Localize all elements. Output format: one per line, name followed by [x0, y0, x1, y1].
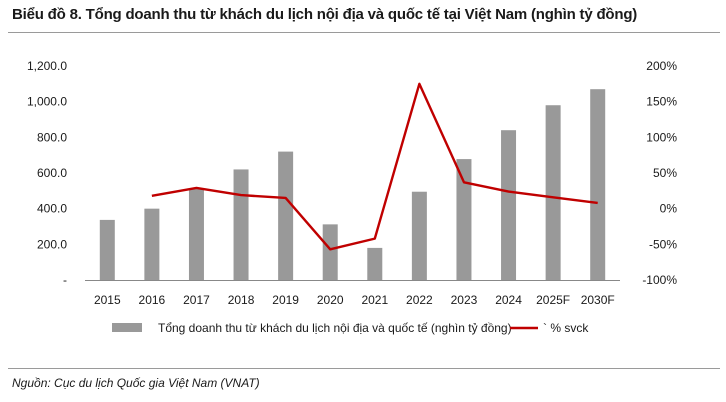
source-note: Nguồn: Cục du lịch Quốc gia Việt Nam (VN… [12, 376, 260, 390]
right-tick-label: -100% [642, 273, 677, 287]
x-tick-label: 2018 [228, 293, 255, 307]
bar-series [99, 89, 606, 280]
bar-2030F [590, 89, 606, 280]
bar-2025F [545, 105, 561, 280]
left-tick-label: 1,200.0 [27, 59, 67, 73]
left-tick-label: 600.0 [37, 166, 67, 180]
right-tick-label: 200% [646, 59, 677, 73]
growth-line-series [151, 82, 598, 251]
x-tick-label: 2020 [317, 293, 344, 307]
x-tick-label: 2023 [451, 293, 478, 307]
x-axis-ticks: 2015 2016 2017 2018 2019 2020 2021 2022 2023 2024… [94, 293, 615, 307]
right-tick-label: 100% [646, 130, 677, 144]
x-tick-label: 2022 [406, 293, 433, 307]
x-tick-label: 2015 [94, 293, 121, 307]
x-tick-label: 2030F [581, 293, 615, 307]
legend: Tổng doanh thu từ khách du lịch nội địa … [112, 321, 589, 335]
x-tick-label: 2017 [183, 293, 210, 307]
left-tick-label: 1,000.0 [27, 95, 67, 109]
bar-2021 [367, 247, 383, 280]
left-tick-label: 800.0 [37, 130, 67, 144]
footer-divider [8, 368, 720, 369]
right-tick-label: -50% [649, 237, 677, 251]
left-tick-label: 400.0 [37, 202, 67, 216]
bar-2020 [322, 224, 338, 280]
x-tick-label: 2016 [139, 293, 166, 307]
legend-bar-label: Tổng doanh thu từ khách du lịch nội địa … [158, 321, 512, 335]
x-tick-label: 2021 [361, 293, 388, 307]
bar-2018 [233, 169, 249, 280]
right-tick-label: 50% [653, 166, 677, 180]
bar-2024 [501, 130, 517, 280]
bar-2023 [456, 159, 472, 280]
right-tick-label: 0% [660, 202, 678, 216]
title-divider [8, 32, 720, 33]
left-tick-label: - [63, 273, 67, 287]
legend-line-label: ` % svck [543, 321, 589, 335]
right-tick-label: 150% [646, 95, 677, 109]
left-tick-label: 200.0 [37, 237, 67, 251]
bar-2015 [99, 219, 115, 280]
chart-title: Biểu đồ 8. Tổng doanh thu từ khách du lị… [12, 6, 638, 23]
bar-2022 [411, 191, 427, 280]
right-axis-ticks: -100% -50% 0% 50% 100% 150% 200% [642, 59, 677, 287]
x-tick-label: 2025F [536, 293, 570, 307]
x-tick-label: 2019 [272, 293, 299, 307]
bar-2016 [144, 208, 160, 280]
revenue-chart: - 200.0 400.0 600.0 800.0 1,000.0 1,200.0 -100… [27, 59, 677, 335]
left-axis-ticks: - 200.0 400.0 600.0 800.0 1,000.0 1,200.0 [27, 59, 67, 287]
legend-bar-swatch [112, 323, 142, 332]
bar-2017 [188, 189, 204, 280]
x-tick-label: 2024 [495, 293, 522, 307]
bar-2019 [278, 151, 294, 280]
